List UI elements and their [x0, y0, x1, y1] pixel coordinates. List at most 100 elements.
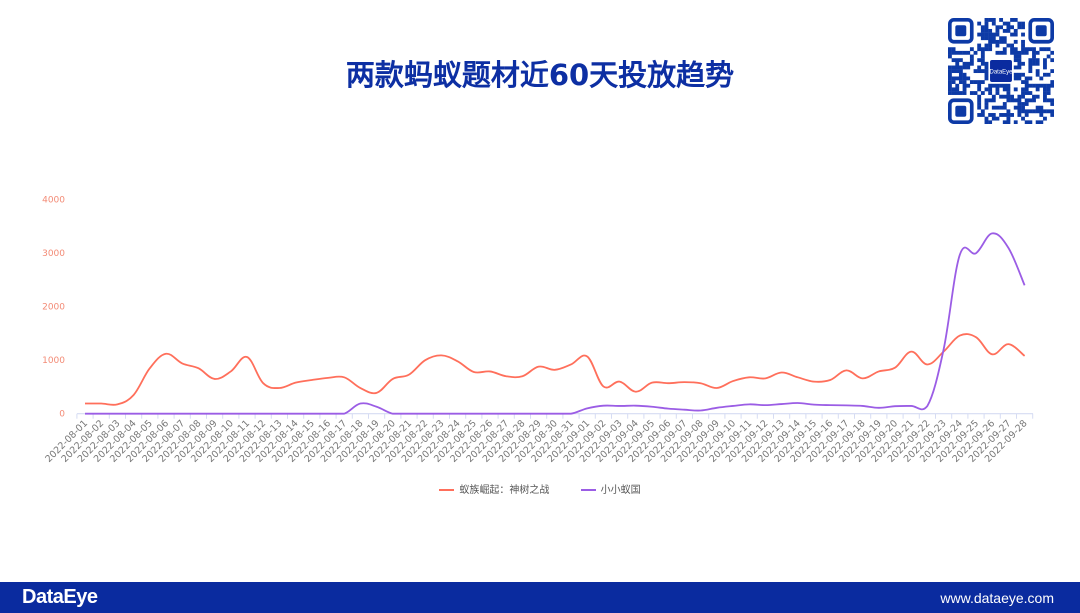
- qr-module: [1013, 120, 1018, 124]
- qr-module: [1017, 65, 1022, 70]
- legend-item-series-1[interactable]: 小小蚁国: [580, 481, 641, 496]
- qr-module: [995, 91, 1000, 95]
- qr-module: [984, 120, 989, 124]
- qr-module: [958, 72, 963, 77]
- qr-module: [1050, 98, 1054, 103]
- qr-module: [1002, 87, 1007, 92]
- qr-module: [999, 50, 1004, 55]
- qr-module: [1002, 105, 1007, 110]
- qr-module: [948, 83, 952, 88]
- qr-module: [980, 54, 985, 59]
- qr-module: [1039, 83, 1044, 88]
- qr-module: [988, 32, 993, 37]
- qr-module: [1032, 50, 1036, 55]
- qr-module: [1010, 50, 1014, 55]
- qr-module: [962, 80, 967, 84]
- qr-module: [1013, 105, 1018, 110]
- qr-module: [999, 94, 1004, 99]
- qr-module: [951, 47, 956, 52]
- qr-module: [1050, 83, 1054, 88]
- qr-module: [1024, 102, 1029, 106]
- qr-module: [1021, 105, 1025, 110]
- qr-module: [988, 98, 993, 103]
- qr-module: [988, 36, 993, 41]
- qr-module: [980, 58, 985, 63]
- qr-module: [948, 72, 952, 77]
- qr-module: [1013, 65, 1018, 70]
- legend-item-series-0[interactable]: 蚁族崛起：神树之战: [439, 481, 549, 496]
- qr-module: [977, 105, 982, 110]
- qr-module: [1035, 58, 1040, 63]
- qr-module: [1035, 69, 1040, 74]
- qr-module: [1046, 109, 1051, 114]
- qr-module: [969, 91, 974, 95]
- qr-module: [1002, 83, 1007, 88]
- qr-module: [1032, 58, 1036, 63]
- qr-module: [951, 50, 956, 55]
- qr-module: [995, 83, 1000, 88]
- qr-module: [958, 80, 963, 84]
- qr-module: [951, 65, 956, 70]
- qr-module: [962, 72, 967, 77]
- qr-module: [977, 47, 982, 52]
- qr-module: [1021, 39, 1025, 44]
- qr-module: [1002, 21, 1007, 26]
- qr-module: [955, 69, 960, 74]
- qr-module: [977, 58, 982, 63]
- qr-module: [1024, 50, 1029, 55]
- qr-module: [966, 61, 971, 66]
- qr-module: [955, 83, 960, 88]
- qr-module: [984, 72, 989, 77]
- qr-module: [1017, 50, 1022, 55]
- qr-module: [948, 76, 952, 81]
- qr-module: [988, 18, 993, 22]
- qr-module: [1010, 94, 1014, 99]
- qr-module: [1032, 61, 1036, 66]
- qr-module: [980, 91, 985, 95]
- qr-module: [988, 47, 993, 52]
- qr-module: [988, 113, 993, 117]
- qr-module: [995, 43, 1000, 48]
- qr-module: [984, 28, 989, 33]
- qr-module: [1013, 98, 1018, 103]
- qr-module: [1017, 105, 1022, 110]
- qr-module: [951, 76, 956, 81]
- qr-module: [948, 69, 952, 74]
- qr-module: [1050, 102, 1054, 106]
- qr-module: [1010, 18, 1014, 22]
- qr-module: [1050, 69, 1054, 74]
- qr-module: [1043, 109, 1047, 114]
- qr-module: [973, 80, 978, 84]
- qr-module: [962, 76, 967, 81]
- qr-module: [1028, 61, 1033, 66]
- qr-module: [1046, 47, 1051, 52]
- qr-module: [948, 65, 952, 70]
- qr-module: [969, 80, 974, 84]
- qr-module: [991, 116, 996, 121]
- qr-module: [962, 65, 967, 70]
- qr-module: [962, 61, 967, 66]
- qr-module: [1017, 25, 1022, 30]
- qr-module: [955, 91, 960, 95]
- qr-module: [1021, 32, 1025, 37]
- qr-module: [984, 61, 989, 66]
- qr-module: [1013, 47, 1018, 52]
- qr-module: [1032, 83, 1036, 88]
- qr-module: [1006, 25, 1011, 30]
- qr-module: [962, 83, 967, 88]
- y-tick-label: 4000: [42, 196, 65, 206]
- qr-module: [995, 32, 1000, 37]
- qr-module: [980, 32, 985, 37]
- website-link[interactable]: www.dataeye.com: [940, 590, 1054, 606]
- qr-module: [1043, 83, 1047, 88]
- qr-module: [1010, 43, 1014, 48]
- legend-swatch: [580, 489, 596, 491]
- qr-module: [1021, 61, 1025, 66]
- qr-module: [1028, 76, 1033, 81]
- qr-logo: [990, 60, 1012, 82]
- qr-module: [1010, 32, 1014, 37]
- qr-module: [1043, 47, 1047, 52]
- qr-module: [1032, 54, 1036, 59]
- qr-module: [951, 69, 956, 74]
- qr-module: [1021, 25, 1025, 30]
